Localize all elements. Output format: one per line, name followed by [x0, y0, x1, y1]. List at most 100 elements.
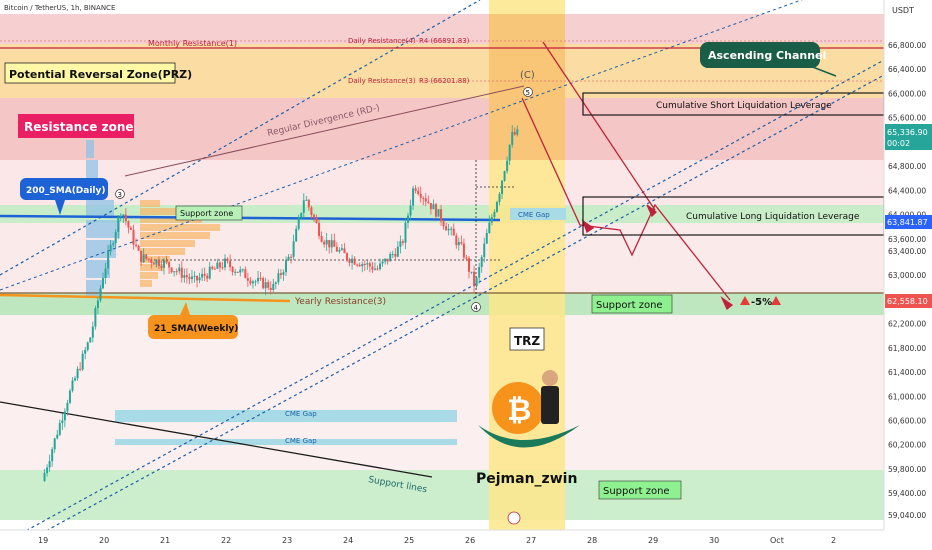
price-axis[interactable]: USDT 66,800.00 66,400.00 66,000.00 65,600.0… — [883, 0, 932, 550]
volume-profile-bar — [140, 216, 202, 223]
candle-body — [249, 280, 252, 284]
candle-body — [262, 278, 265, 289]
candle-body — [302, 200, 305, 213]
avatar-head-icon — [542, 370, 558, 386]
candle-body — [452, 228, 455, 236]
candle-body — [490, 217, 493, 223]
volume-profile-bar — [86, 220, 120, 238]
candle-body — [226, 258, 229, 261]
candle-body — [117, 217, 120, 232]
candle-body — [401, 241, 404, 243]
y-tick-label: 64,400.00 — [888, 186, 926, 195]
time-axis-bg — [0, 530, 932, 550]
channel-mid-line — [0, 0, 803, 291]
candle-body — [43, 472, 46, 482]
candle-body — [427, 201, 430, 204]
channel-lower-line-2 — [19, 74, 885, 546]
candle-body — [445, 226, 448, 231]
candle-body — [102, 278, 104, 289]
candle-body — [56, 434, 59, 439]
candle-body — [48, 461, 51, 468]
cme-gap-3-label: CME Gap — [518, 211, 550, 219]
candle-body — [193, 275, 196, 277]
projection-path — [521, 41, 734, 311]
x-tick-label: 27 — [526, 536, 536, 545]
candle-body — [112, 243, 115, 245]
candle-body — [495, 202, 498, 212]
sma21-label: 21_SMA(Weekly) — [154, 324, 238, 334]
candle-body — [325, 239, 328, 245]
resistance-label: Resistance zone — [24, 120, 134, 134]
candle-body — [473, 271, 476, 287]
candle-body — [488, 222, 491, 233]
candle-body — [135, 244, 138, 246]
resistance-label-box — [18, 114, 134, 138]
candle-body — [389, 254, 392, 262]
support-zone-lower — [0, 470, 884, 520]
candle-body — [366, 263, 369, 265]
y-tick-label: 65,600.00 — [888, 114, 926, 123]
candle-body — [68, 390, 71, 403]
candle-body — [188, 277, 191, 280]
candle-body — [442, 221, 445, 227]
price-axis-bg — [884, 0, 932, 550]
sma200-label: 200_SMA(Daily) — [26, 186, 106, 196]
header-symbol: Bitcoin / TetherUS, 1h, BINANCE — [4, 4, 115, 12]
short-liq-label: Cumulative Short Liquidation Leverage — [656, 101, 832, 111]
y-tick-label: 63,600.00 — [888, 235, 926, 244]
candle-body — [475, 277, 478, 287]
channel-lines — [0, 0, 885, 546]
avatar-body-icon — [541, 386, 559, 424]
candle-body — [84, 349, 87, 354]
candle-body — [305, 199, 308, 201]
candle-body — [330, 240, 333, 248]
y-tick-label: 63,400.00 — [888, 247, 926, 256]
candle-body — [483, 243, 486, 258]
author-label: Pejman_zwin — [476, 471, 577, 487]
volume-profile-bar — [140, 280, 152, 287]
candle-body — [104, 268, 107, 279]
support-label-1-box — [175, 205, 243, 221]
y-tick-label: 59,040.00 — [888, 511, 926, 520]
candle-body — [170, 267, 173, 273]
candle-body — [124, 214, 127, 222]
resistance-zone — [0, 98, 884, 160]
candle-body — [132, 229, 135, 245]
divergence-line — [124, 85, 525, 177]
projection-arrow-1 — [581, 219, 595, 233]
volume-profile-bar — [140, 240, 195, 247]
x-tick-label: 23 — [282, 536, 292, 545]
candle-body — [343, 248, 346, 254]
candle-body — [267, 282, 270, 288]
candle-body — [396, 246, 399, 257]
candle-body — [201, 273, 204, 278]
candle-body — [338, 249, 341, 252]
candle-body — [231, 266, 234, 273]
candle-body — [447, 229, 450, 231]
support-label-2-box — [591, 294, 673, 314]
candle-body — [183, 275, 186, 278]
candle-body — [422, 197, 425, 199]
candle-body — [107, 251, 110, 269]
daily-r4-label: Daily Resistance(4) — [348, 37, 416, 45]
trz-label-box — [509, 327, 545, 351]
volume-profile-bar — [140, 248, 185, 255]
candle-body — [163, 260, 165, 268]
candle-body — [279, 273, 282, 275]
cme-gap-3-box — [510, 208, 566, 220]
candle-body — [358, 264, 361, 267]
candle-body — [290, 256, 293, 258]
trz-orange-top — [489, 14, 565, 160]
yearly-resistance-label: Yearly Resistance(3) — [294, 297, 386, 307]
time-axis[interactable]: 19 20 21 22 23 24 25 26 27 28 29 30 Oct 2 — [0, 529, 932, 550]
candle-body — [287, 256, 290, 261]
y-tick-label: 63,000.00 — [888, 271, 926, 280]
candle-body — [129, 227, 132, 230]
candle-body — [254, 281, 257, 283]
candle-body — [196, 275, 199, 281]
candle-body — [208, 266, 211, 279]
candle-body — [414, 188, 417, 191]
candle-body — [501, 180, 504, 194]
y-tick-label: 59,400.00 — [888, 489, 926, 498]
